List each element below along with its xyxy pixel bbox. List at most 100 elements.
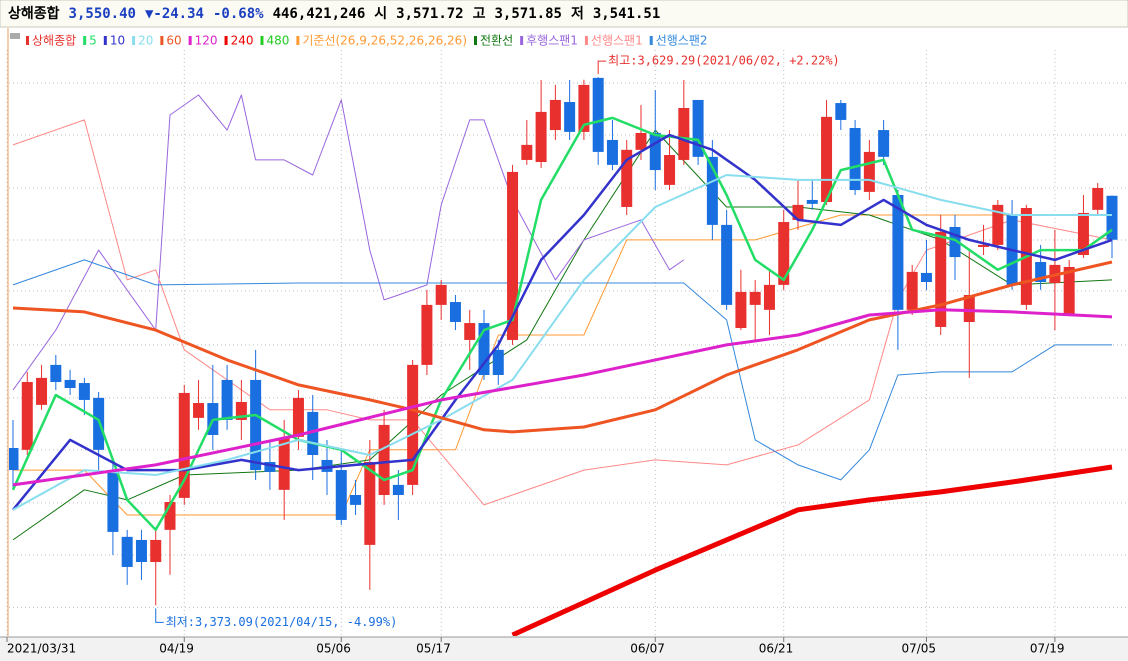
header-volume: 446,421,246 [273, 6, 366, 22]
candle-body [778, 222, 790, 285]
legend-label: 5 [89, 34, 97, 48]
legend: 상해종합 5 10 20 60 120 240 480 기준선(26,9,26,52,26,26… [26, 33, 708, 48]
annotation-marker [155, 608, 164, 623]
candle-body [1092, 187, 1104, 210]
candle-body [193, 403, 205, 418]
candle-body [64, 379, 76, 388]
header-name: 상해종합 [8, 5, 60, 22]
header-change: ▼-24.34 [145, 6, 204, 22]
candle-body [392, 484, 404, 495]
candle-body [992, 204, 1004, 245]
candle-body [978, 244, 990, 247]
line-series [12, 133, 1113, 511]
candle-body [1077, 212, 1089, 255]
legend-label: 240 [231, 34, 254, 48]
candle-body [935, 231, 947, 327]
candle-body [107, 470, 119, 532]
line-series [511, 464, 1113, 636]
legend-label: 선행스팬2 [656, 33, 708, 48]
line-series [12, 129, 1113, 541]
line-series [12, 308, 1113, 487]
candle-body [592, 77, 604, 152]
legend-swatch [83, 36, 87, 45]
legend-label: 480 [266, 34, 289, 48]
candle-body [507, 171, 519, 340]
candle-body [250, 379, 262, 471]
x-tick-label: 06/21 [759, 642, 794, 656]
legend-swatch [296, 36, 300, 45]
candle-body [9, 447, 19, 471]
candle-body [549, 99, 561, 131]
annotation-marker [597, 60, 607, 75]
candle-body [278, 437, 290, 490]
candle-body [963, 295, 975, 323]
candle-body [235, 402, 247, 420]
x-tick-label: 07/05 [901, 642, 936, 656]
header-high: 3,571.85 [495, 6, 562, 22]
legend-label: 선행스팬1 [591, 33, 643, 48]
candle-body [521, 144, 533, 160]
legend-swatch [260, 36, 264, 45]
candle-body [564, 102, 576, 132]
candle-body [264, 462, 276, 472]
header-low: 3,541.51 [593, 6, 660, 22]
candle-body [1063, 266, 1075, 315]
candle-body [863, 151, 875, 192]
candle-body [635, 132, 647, 150]
candle-body [849, 127, 861, 191]
x-tick-label: 05/17 [416, 642, 451, 656]
x-axis-bar [0, 637, 1128, 661]
legend-label: 60 [166, 34, 181, 48]
candle-body [535, 111, 547, 163]
line-series [12, 94, 685, 391]
legend-swatch [224, 36, 228, 45]
legend-label: 20 [138, 34, 153, 48]
candle-body [664, 155, 676, 185]
header-low-label: 저 [571, 6, 584, 22]
candle-body [492, 349, 504, 375]
header-high-label: 고 [473, 6, 486, 22]
candle-body [321, 459, 333, 472]
candle-body [150, 539, 162, 563]
candle-body [93, 397, 105, 450]
candle-body [892, 195, 904, 310]
x-tick-label: 05/06 [316, 642, 351, 656]
candle-body [578, 84, 590, 132]
candle-body [307, 411, 319, 455]
annotation-text: 최고:3,629.29(2021/06/02, +2.22%) [608, 54, 840, 68]
line-series [13, 214, 1112, 516]
legend-swatch [649, 36, 653, 45]
x-tick-label: 06/07 [630, 642, 665, 656]
x-tick-label: 2021/03/31 [7, 642, 76, 656]
line-series [12, 260, 1113, 434]
candle-body [449, 302, 461, 323]
header-bar [0, 0, 1128, 28]
legend-swatch [103, 36, 107, 45]
candle-body [621, 149, 633, 207]
candle-body [435, 284, 447, 305]
candle-body [792, 204, 804, 220]
legend-label: 10 [110, 34, 125, 48]
candle-body [906, 271, 918, 310]
candle-body [464, 323, 476, 340]
header-change-pct: -0.68% [213, 6, 264, 22]
legend-swatch [584, 36, 588, 45]
legend-swatch [520, 36, 524, 45]
candle-body [706, 156, 718, 225]
candle-body [749, 291, 761, 305]
legend-label: 후행스팬1 [526, 33, 578, 48]
candle-body [350, 495, 362, 505]
legend-swatch [26, 36, 29, 45]
candle-body [763, 284, 775, 310]
candle-body [121, 536, 133, 567]
candle-body [649, 132, 661, 171]
header: 상해종합 3,550.40 ▼-24.34 -0.68% 446,421,246 시 3,5… [8, 5, 660, 22]
candle-body [364, 462, 376, 545]
candle-body [721, 224, 733, 305]
legend-swatch [188, 36, 192, 45]
legend-label: 상해종합 [32, 34, 76, 48]
header-open-label: 시 [374, 6, 387, 22]
candle-body [835, 103, 847, 120]
candle-body [407, 364, 419, 485]
